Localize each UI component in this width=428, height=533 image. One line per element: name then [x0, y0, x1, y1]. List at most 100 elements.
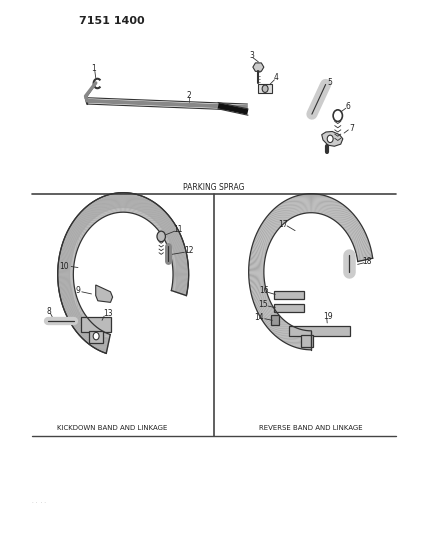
Polygon shape: [61, 248, 76, 255]
Polygon shape: [173, 275, 189, 277]
Polygon shape: [117, 193, 119, 213]
Polygon shape: [354, 238, 368, 247]
Polygon shape: [58, 265, 74, 269]
Polygon shape: [251, 288, 266, 295]
Polygon shape: [58, 268, 74, 271]
Polygon shape: [327, 199, 334, 217]
Polygon shape: [273, 318, 282, 334]
Polygon shape: [304, 330, 306, 350]
Polygon shape: [356, 247, 371, 254]
Polygon shape: [71, 313, 84, 326]
Polygon shape: [119, 193, 121, 212]
Polygon shape: [285, 200, 292, 218]
Polygon shape: [323, 196, 328, 215]
Polygon shape: [304, 194, 306, 213]
Polygon shape: [316, 194, 318, 213]
Polygon shape: [59, 286, 74, 291]
Polygon shape: [99, 333, 106, 351]
Polygon shape: [99, 198, 106, 216]
Polygon shape: [353, 236, 367, 245]
Polygon shape: [263, 221, 275, 234]
Polygon shape: [164, 227, 177, 239]
Polygon shape: [58, 266, 74, 270]
Polygon shape: [172, 264, 188, 267]
Polygon shape: [348, 223, 360, 236]
Polygon shape: [67, 306, 81, 317]
Polygon shape: [292, 197, 297, 215]
Polygon shape: [70, 310, 83, 322]
Polygon shape: [62, 296, 77, 303]
Polygon shape: [279, 204, 288, 221]
Polygon shape: [76, 216, 88, 231]
Polygon shape: [85, 325, 95, 342]
Polygon shape: [253, 63, 264, 71]
Polygon shape: [93, 329, 101, 348]
Polygon shape: [63, 239, 78, 249]
Polygon shape: [152, 208, 162, 224]
Polygon shape: [73, 314, 85, 328]
Polygon shape: [86, 207, 95, 223]
Polygon shape: [256, 235, 270, 245]
Polygon shape: [151, 206, 160, 223]
Polygon shape: [344, 215, 355, 230]
Polygon shape: [172, 260, 188, 264]
Polygon shape: [317, 195, 320, 213]
Polygon shape: [172, 283, 188, 287]
Polygon shape: [355, 241, 369, 249]
Polygon shape: [266, 216, 278, 231]
Polygon shape: [58, 192, 189, 353]
Polygon shape: [171, 251, 186, 257]
Polygon shape: [172, 265, 188, 268]
Polygon shape: [159, 218, 171, 232]
Polygon shape: [172, 257, 187, 262]
Polygon shape: [131, 193, 135, 213]
Polygon shape: [251, 287, 266, 294]
Polygon shape: [168, 238, 182, 247]
Polygon shape: [347, 220, 359, 233]
Polygon shape: [356, 246, 371, 253]
Polygon shape: [58, 277, 74, 280]
Polygon shape: [95, 200, 103, 218]
Polygon shape: [60, 291, 75, 297]
Text: 17: 17: [279, 220, 288, 229]
Polygon shape: [148, 204, 157, 221]
Polygon shape: [62, 242, 77, 251]
Polygon shape: [337, 207, 346, 223]
Polygon shape: [166, 232, 180, 243]
Polygon shape: [82, 209, 93, 226]
Polygon shape: [169, 244, 184, 252]
Bar: [274, 304, 304, 312]
Polygon shape: [274, 208, 284, 224]
Polygon shape: [59, 288, 75, 294]
Polygon shape: [249, 271, 264, 272]
Polygon shape: [93, 201, 101, 219]
Polygon shape: [70, 311, 83, 324]
Polygon shape: [251, 247, 266, 254]
Polygon shape: [252, 245, 267, 253]
Polygon shape: [68, 229, 82, 241]
Polygon shape: [346, 219, 358, 232]
Polygon shape: [278, 322, 287, 339]
Polygon shape: [250, 283, 265, 288]
Polygon shape: [68, 307, 81, 318]
Polygon shape: [249, 270, 264, 271]
Polygon shape: [172, 256, 187, 261]
Polygon shape: [132, 194, 136, 213]
Polygon shape: [352, 232, 366, 243]
Polygon shape: [286, 326, 293, 344]
Polygon shape: [270, 212, 281, 227]
Polygon shape: [108, 195, 113, 214]
Polygon shape: [110, 194, 114, 213]
Polygon shape: [290, 327, 296, 346]
Polygon shape: [253, 295, 268, 303]
Polygon shape: [135, 195, 140, 214]
Polygon shape: [270, 317, 281, 332]
Polygon shape: [106, 195, 111, 214]
Polygon shape: [316, 194, 319, 213]
Polygon shape: [345, 216, 356, 230]
Polygon shape: [171, 252, 187, 259]
Polygon shape: [250, 255, 265, 260]
Polygon shape: [300, 195, 303, 214]
Polygon shape: [355, 243, 369, 251]
Polygon shape: [347, 221, 359, 234]
